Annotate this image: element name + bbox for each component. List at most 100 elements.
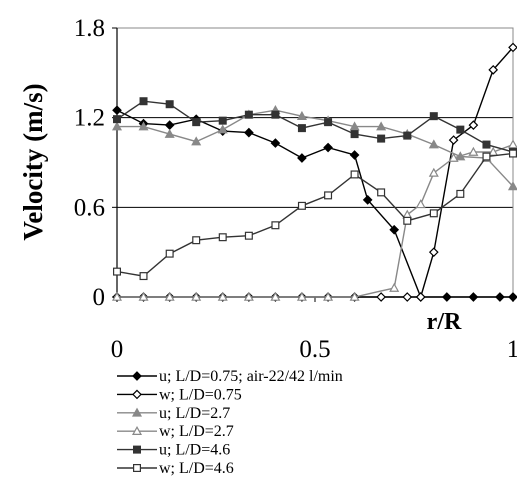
x-axis-label: r/R bbox=[427, 309, 462, 335]
data-point bbox=[271, 110, 280, 119]
legend-swatch-marker bbox=[131, 407, 143, 417]
data-point bbox=[362, 195, 373, 205]
legend-label: u; L/D=4.6 bbox=[159, 442, 230, 459]
y-tick-label: 0 bbox=[93, 284, 106, 311]
axes bbox=[116, 28, 513, 298]
x-tick-label: 0 bbox=[111, 336, 124, 363]
data-point bbox=[218, 116, 227, 125]
series-line bbox=[117, 109, 514, 187]
data-point bbox=[297, 153, 307, 163]
data-point bbox=[111, 121, 123, 131]
data-point bbox=[403, 131, 412, 140]
data-point bbox=[448, 135, 459, 145]
series-group bbox=[111, 42, 517, 302]
data-point bbox=[389, 224, 400, 235]
data-point bbox=[244, 231, 253, 240]
legend-item: u; L/D=4.6 bbox=[117, 442, 230, 459]
data-point bbox=[468, 146, 479, 156]
data-point bbox=[138, 121, 149, 131]
x-tick-label: 0.5 bbox=[299, 336, 330, 363]
data-point bbox=[428, 247, 439, 258]
data-point bbox=[191, 291, 202, 301]
data-point bbox=[482, 140, 491, 149]
data-point bbox=[508, 292, 517, 302]
data-point bbox=[429, 112, 438, 121]
data-point bbox=[164, 128, 175, 138]
data-point bbox=[112, 267, 121, 276]
data-point bbox=[415, 292, 426, 302]
data-point bbox=[508, 42, 517, 53]
data-point bbox=[442, 292, 452, 302]
data-point bbox=[429, 209, 438, 218]
data-point bbox=[488, 64, 499, 75]
legend-swatch-marker bbox=[131, 425, 143, 435]
data-point bbox=[112, 115, 121, 124]
data-point bbox=[164, 120, 175, 130]
data-point bbox=[165, 100, 174, 109]
data-point bbox=[297, 124, 306, 133]
data-point bbox=[507, 181, 517, 191]
data-point bbox=[217, 291, 228, 301]
data-point bbox=[139, 272, 148, 281]
y-tick-labels: 0 0.6 1.2 1.8 bbox=[74, 15, 117, 311]
data-point bbox=[377, 188, 386, 197]
legend-swatch-marker bbox=[132, 371, 142, 381]
data-point bbox=[165, 249, 174, 258]
data-point bbox=[270, 138, 281, 148]
legend-label: w; L/D=2.7 bbox=[159, 423, 234, 440]
legend-item: w; L/D=4.6 bbox=[117, 460, 234, 477]
data-point bbox=[456, 189, 465, 198]
data-point bbox=[323, 291, 334, 301]
data-point bbox=[350, 170, 359, 179]
legend-label: w; L/D=4.6 bbox=[159, 460, 234, 477]
legend-item: u; L/D=2.7 bbox=[117, 405, 230, 422]
data-point bbox=[324, 191, 333, 200]
legend-swatch-marker bbox=[133, 464, 142, 473]
data-point bbox=[244, 110, 253, 119]
data-point bbox=[495, 292, 505, 302]
data-point bbox=[349, 121, 360, 131]
legend-swatch-marker bbox=[133, 445, 142, 454]
data-point bbox=[468, 292, 479, 302]
data-point bbox=[415, 199, 426, 209]
data-point bbox=[403, 216, 412, 225]
data-point bbox=[271, 221, 280, 230]
series-line bbox=[116, 152, 514, 277]
legend-item: w; L/D=2.7 bbox=[117, 423, 234, 440]
legend-item: w; L/D=0.75 bbox=[117, 386, 242, 403]
data-point bbox=[402, 292, 413, 302]
series-2 bbox=[112, 42, 517, 302]
series-4 bbox=[111, 139, 517, 301]
series-line bbox=[116, 100, 514, 153]
data-point bbox=[448, 152, 459, 162]
legend-item: u; L/D=0.75; air-22/42 l/min bbox=[117, 368, 343, 385]
y-axis-label: Velocity (m/s) bbox=[18, 83, 48, 240]
y-tick-label: 1.2 bbox=[74, 105, 105, 132]
data-point bbox=[323, 142, 333, 153]
series-5 bbox=[112, 97, 517, 157]
data-point bbox=[217, 124, 228, 134]
legend-label: w; L/D=0.75 bbox=[159, 386, 242, 403]
data-point bbox=[389, 282, 400, 292]
series-6 bbox=[112, 149, 517, 281]
data-point bbox=[138, 291, 149, 301]
data-point bbox=[270, 291, 281, 301]
data-point bbox=[428, 167, 439, 177]
data-point bbox=[139, 97, 148, 106]
data-point bbox=[112, 105, 122, 116]
data-point bbox=[218, 233, 227, 242]
legend-swatch-marker bbox=[132, 389, 142, 400]
grid-lines bbox=[117, 27, 513, 208]
series-line bbox=[117, 46, 514, 298]
legend-label: u; L/D=2.7 bbox=[159, 405, 230, 422]
plot-area-frame bbox=[116, 27, 514, 298]
data-point bbox=[456, 125, 465, 134]
data-point bbox=[296, 291, 307, 301]
data-point bbox=[192, 118, 201, 127]
data-point bbox=[192, 236, 201, 245]
legend-label: u; L/D=0.75; air-22/42 l/min bbox=[159, 368, 343, 385]
data-point bbox=[377, 134, 386, 143]
data-point bbox=[349, 291, 360, 301]
